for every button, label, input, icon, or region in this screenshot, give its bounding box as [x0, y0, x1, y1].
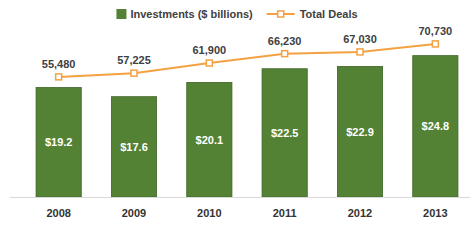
bar: [337, 66, 382, 197]
chart: $19.2 $17.6 $20.1 $22.5 $22.9 $24.8 55,480 57,2…: [0, 0, 474, 225]
bar-label: $22.5: [271, 127, 299, 139]
marker: [357, 49, 363, 55]
bar-label: $24.8: [422, 120, 450, 132]
bar: [413, 56, 458, 197]
legend-item: Total Deals: [267, 8, 358, 20]
bar-label: $22.9: [346, 126, 374, 138]
legend-item: Investments ($ billions): [116, 8, 253, 20]
marker: [56, 74, 62, 80]
bar: [187, 82, 232, 197]
bar: [262, 69, 307, 197]
category-label: 2012: [348, 207, 372, 219]
marker: [206, 60, 212, 66]
line-label: 61,900: [193, 44, 227, 56]
marker: [282, 51, 288, 57]
line-label: 57,225: [117, 54, 151, 66]
category-label: 2009: [122, 207, 146, 219]
bar-label: $17.6: [120, 141, 148, 153]
line-label: 66,230: [268, 35, 302, 47]
line: [59, 44, 436, 77]
plot-area: [36, 41, 458, 197]
category-label: 2013: [423, 207, 447, 219]
legend-swatch: [116, 9, 126, 19]
bar-label: $19.2: [45, 136, 73, 148]
line-label: 55,480: [42, 58, 76, 70]
labels: $19.2 $17.6 $20.1 $22.5 $22.9 $24.8 55,480 57,2…: [42, 25, 452, 153]
legend-label: Investments ($ billions): [130, 8, 253, 20]
category-label: 2008: [46, 207, 70, 219]
legend-label: Total Deals: [300, 8, 358, 20]
legend: Investments ($ billions) Total Deals: [116, 8, 357, 20]
marker: [131, 70, 137, 76]
x-axis: [10, 197, 470, 198]
bar: [36, 88, 81, 197]
category-label: 2010: [197, 207, 221, 219]
bar: [111, 97, 156, 197]
category-label: 2011: [273, 207, 297, 219]
bar-label: $20.1: [196, 134, 224, 146]
line-label: 70,730: [419, 25, 453, 37]
legend-marker: [278, 11, 284, 17]
marker: [432, 41, 438, 47]
line-label: 67,030: [343, 33, 377, 45]
